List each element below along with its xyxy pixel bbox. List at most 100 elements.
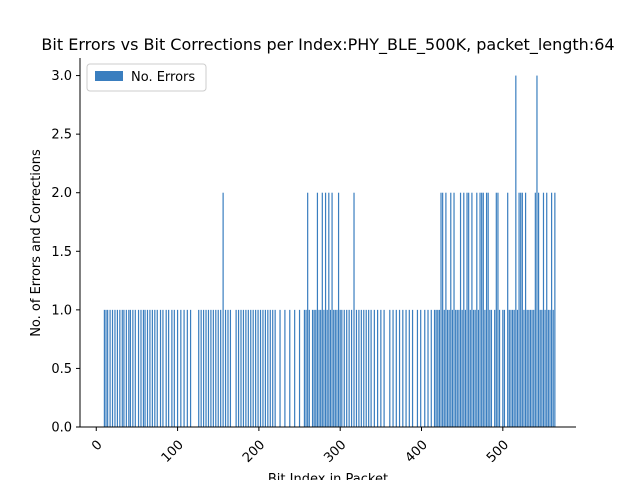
bar [515, 75, 517, 427]
bar [132, 309, 134, 427]
bar [137, 309, 140, 427]
bar [328, 192, 330, 427]
bar [358, 309, 360, 427]
bar [331, 192, 333, 427]
bar [459, 192, 462, 427]
bar [259, 309, 262, 427]
bar [368, 309, 370, 427]
bar [341, 309, 343, 427]
bar [466, 192, 468, 427]
bar [433, 309, 436, 427]
x-tick-label: 400 [403, 438, 431, 466]
bar [551, 192, 553, 427]
bar [554, 192, 556, 427]
bar [235, 309, 237, 427]
bar [360, 309, 362, 427]
bar [529, 309, 532, 427]
legend-swatch [95, 71, 123, 81]
bar [482, 192, 484, 427]
bar [538, 192, 540, 427]
bar [468, 192, 470, 427]
y-tick-label: 2.0 [51, 186, 72, 201]
bar [140, 309, 142, 427]
x-tick-label: 100 [159, 438, 187, 466]
bar [242, 309, 245, 427]
bar [523, 309, 525, 427]
bar [490, 309, 493, 427]
bar [119, 309, 121, 427]
bar [227, 309, 229, 427]
bar [479, 192, 481, 427]
bar [207, 309, 210, 427]
x-ticks: 0 100 200 300 400 500 [89, 427, 512, 466]
bar [536, 75, 538, 427]
bar [294, 309, 296, 427]
bar [321, 192, 323, 427]
bar [311, 309, 314, 427]
bar [267, 309, 269, 427]
bar [245, 309, 247, 427]
bar [229, 309, 232, 427]
bar [437, 309, 439, 427]
bar [149, 309, 151, 427]
bar [451, 309, 454, 427]
bar [398, 309, 401, 427]
bar [151, 309, 153, 427]
bar [240, 309, 242, 427]
bar [111, 309, 114, 427]
bar [320, 309, 322, 427]
bar [442, 192, 444, 427]
bar [114, 309, 116, 427]
axes [79, 58, 576, 428]
bar [438, 309, 440, 427]
bar [250, 309, 252, 427]
bar [109, 309, 111, 427]
bar [308, 309, 310, 427]
bar [508, 309, 510, 427]
legend-label: No. Errors [131, 70, 195, 85]
bar [430, 309, 432, 427]
bar [128, 309, 130, 427]
bar [477, 309, 480, 427]
bar [487, 192, 489, 427]
bar [215, 309, 217, 427]
y-tick-label: 3.0 [51, 69, 72, 84]
y-tick-label: 1.0 [51, 303, 72, 318]
bar [154, 309, 156, 427]
bar [503, 309, 506, 427]
bar [220, 309, 222, 427]
bar [316, 192, 319, 427]
bar [134, 309, 136, 427]
bar [107, 309, 109, 427]
bar [176, 309, 179, 427]
bar [198, 309, 200, 427]
bar [173, 309, 175, 427]
bar [474, 309, 476, 427]
bar [502, 309, 504, 427]
bar [510, 309, 512, 427]
y-tick-label: 0.5 [51, 362, 72, 377]
bar [224, 309, 227, 427]
bar [116, 309, 118, 427]
bar [303, 309, 306, 427]
bar [121, 309, 123, 427]
bar [289, 309, 291, 427]
bar [202, 309, 205, 427]
bar [389, 309, 391, 427]
x-axis-label: Bit Index in Packet [268, 472, 388, 480]
bar [411, 309, 414, 427]
x-tick-label: 200 [240, 438, 268, 466]
bar [212, 309, 214, 427]
bar [339, 309, 341, 427]
bar [547, 309, 549, 427]
bar [373, 309, 375, 427]
bar [162, 309, 164, 427]
bar [105, 309, 107, 427]
bar [355, 309, 358, 427]
bar [269, 309, 271, 427]
bar [395, 309, 397, 427]
bar [370, 309, 372, 427]
bar [489, 309, 491, 427]
bar [305, 309, 307, 427]
